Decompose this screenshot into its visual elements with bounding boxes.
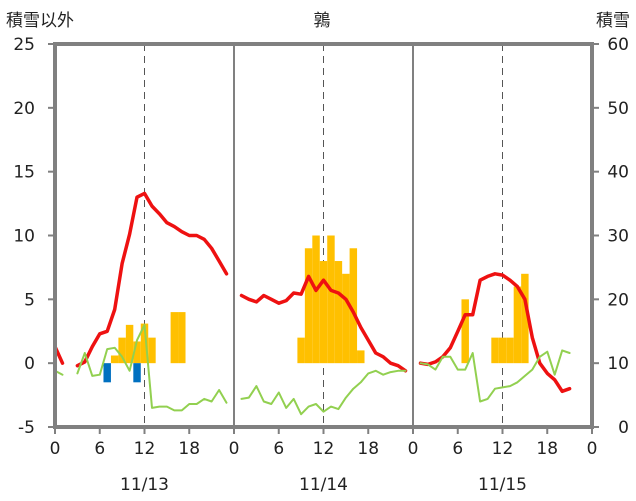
- x-tick-label: 12: [134, 439, 156, 459]
- bar: [304, 248, 313, 364]
- bar: [133, 363, 141, 383]
- bar: [178, 312, 186, 364]
- left-tick-label: 15: [13, 163, 35, 183]
- right-tick-label: 50: [607, 99, 629, 119]
- x-tick-label: 0: [587, 439, 598, 459]
- bar: [118, 337, 126, 364]
- x-tick-label: 12: [492, 439, 514, 459]
- x-tick-label: 18: [357, 439, 379, 459]
- bar: [148, 337, 156, 364]
- right-tick-label: 60: [607, 35, 629, 55]
- bar: [312, 235, 320, 364]
- bar: [170, 312, 179, 364]
- left-tick-label: 25: [13, 35, 35, 55]
- bar: [133, 341, 141, 364]
- bar: [140, 323, 149, 364]
- bar: [297, 337, 305, 364]
- bar: [461, 299, 469, 364]
- left-tick-label: 5: [24, 290, 35, 310]
- right-axis-label: 積雪: [596, 11, 630, 31]
- x-tick-label: 6: [452, 439, 463, 459]
- right-tick-label: 30: [607, 227, 629, 247]
- bar: [327, 235, 335, 364]
- x-tick-label: 0: [408, 439, 419, 459]
- bar: [110, 355, 119, 364]
- bar: [349, 248, 358, 364]
- bar: [103, 363, 111, 383]
- x-tick-label: 0: [229, 439, 240, 459]
- left-tick-label: 10: [13, 227, 35, 247]
- left-tick-label: 20: [13, 99, 35, 119]
- x-tick-label: 12: [313, 439, 335, 459]
- green-line: [419, 349, 571, 403]
- right-tick-label: 20: [607, 290, 629, 310]
- bar: [334, 261, 343, 364]
- left-axis-label: 積雪以外: [6, 11, 74, 31]
- x-tick-label: 18: [536, 439, 558, 459]
- bar: [498, 337, 507, 364]
- temperature-line: [418, 272, 572, 394]
- x-tick-label: 6: [273, 439, 284, 459]
- bar: [357, 350, 365, 364]
- bar: [521, 273, 529, 364]
- x-tick-label: 0: [50, 439, 61, 459]
- bar: [491, 337, 499, 364]
- day-label: 11/15: [478, 475, 527, 495]
- bar: [319, 261, 328, 364]
- bar: [342, 273, 350, 364]
- temperature-line: [239, 274, 408, 373]
- x-tick-label: 6: [94, 439, 105, 459]
- left-tick-label: -5: [18, 418, 35, 438]
- bar: [125, 324, 134, 364]
- temperature-line: [53, 191, 229, 368]
- day-label: 11/13: [120, 475, 169, 495]
- left-tick-label: 0: [24, 354, 35, 374]
- right-tick-label: 40: [607, 163, 629, 183]
- day-label: 11/14: [299, 475, 348, 495]
- right-tick-label: 10: [607, 354, 629, 374]
- right-tick-label: 0: [618, 418, 629, 438]
- bar: [513, 286, 522, 364]
- green-line: [240, 369, 407, 416]
- x-tick-label: 18: [178, 439, 200, 459]
- chart-title: 鶉: [314, 11, 331, 31]
- bar: [506, 337, 514, 364]
